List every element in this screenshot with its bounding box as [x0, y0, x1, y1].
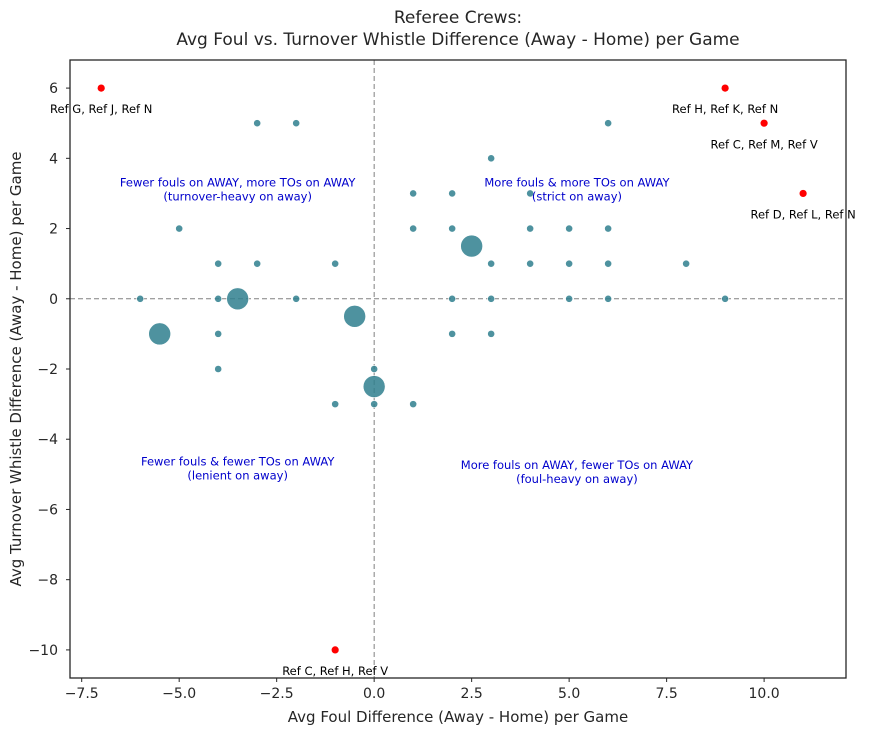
y-tick-label: −2: [37, 362, 58, 378]
data-point: [409, 189, 418, 198]
outlier-point: [331, 646, 339, 654]
quadrant-annotation-line2: (lenient on away): [187, 469, 288, 483]
data-point: [214, 329, 223, 338]
data-point: [604, 224, 613, 233]
outlier-point: [799, 189, 807, 198]
data-point: [343, 305, 366, 328]
data-point: [604, 294, 613, 303]
y-tick-label: 2: [49, 222, 58, 238]
data-point: [460, 234, 483, 258]
data-point: [409, 400, 418, 409]
data-point: [526, 224, 535, 233]
y-axis-label: Avg Turnover Whistle Difference (Away - …: [7, 151, 25, 586]
data-point: [214, 294, 223, 303]
x-tick-label: −2.5: [260, 686, 294, 702]
plot-area: −7.5 −5.0 −2.5 0.0 2.5 5.0 7.5 10.0 −10 −8 −6 −4 −2 0…: [28, 60, 856, 702]
y-tick-label: −8: [37, 573, 58, 589]
outlier-point: [97, 84, 105, 92]
x-tick-label: 10.0: [749, 686, 780, 702]
y-tick-label: 6: [49, 81, 58, 97]
y-tick-label: −6: [37, 502, 58, 518]
outlier-label: Ref C, Ref M, Ref V: [711, 137, 818, 151]
chart-title-line2: Avg Foul vs. Turnover Whistle Difference…: [176, 30, 739, 50]
data-point: [487, 329, 496, 338]
x-tick-label: 7.5: [655, 686, 677, 702]
data-point: [565, 224, 574, 233]
x-tick-label: 0.0: [363, 686, 385, 702]
data-point: [526, 259, 535, 268]
quadrant-annotation-line1: Fewer fouls on AWAY, more TOs on AWAY: [120, 175, 357, 189]
outlier-point: [721, 84, 729, 92]
data-point: [526, 189, 535, 198]
data-point: [214, 259, 223, 268]
y-tick-label: 0: [49, 292, 58, 308]
data-point: [175, 224, 184, 233]
y-tick-label: 4: [49, 151, 58, 167]
quadrant-annotation-line1: More fouls on AWAY, fewer TOs on AWAY: [461, 458, 694, 472]
data-point: [448, 224, 457, 233]
x-axis-label: Avg Foul Difference (Away - Home) per Ga…: [288, 708, 628, 726]
data-point: [409, 224, 418, 233]
data-point: [604, 259, 613, 268]
data-point: [487, 154, 496, 163]
data-point: [226, 287, 249, 311]
data-point: [448, 294, 457, 303]
quadrant-annotation-line2: (foul-heavy on away): [516, 472, 638, 486]
data-point: [362, 375, 386, 398]
x-tick-label: −5.0: [162, 686, 196, 702]
outlier-label: Ref H, Ref K, Ref N: [672, 102, 778, 116]
outlier-label: Ref D, Ref L, Ref N: [750, 208, 855, 222]
y-tick-label: −10: [28, 643, 58, 659]
data-point: [292, 294, 301, 303]
data-point: [448, 329, 457, 338]
outlier-label: Ref G, Ref J, Ref N: [50, 102, 152, 116]
x-tick-label: 2.5: [461, 686, 483, 702]
data-point: [487, 294, 496, 303]
chart-title-line1: Referee Crews:: [394, 8, 522, 28]
data-point: [136, 294, 145, 303]
data-point: [448, 189, 457, 198]
quadrant-annotation-line2: (turnover-heavy on away): [163, 189, 312, 203]
data-point: [253, 259, 262, 268]
data-point: [253, 119, 262, 128]
plot-frame: [69, 59, 847, 679]
data-point: [214, 365, 223, 373]
data-point: [292, 119, 301, 128]
quadrant-annotation-line1: More fouls & more TOs on AWAY: [484, 175, 670, 189]
quadrant-annotation-line1: Fewer fouls & fewer TOs on AWAY: [141, 455, 335, 469]
data-point: [721, 294, 730, 303]
data-point: [148, 322, 171, 346]
x-tick-label: 5.0: [558, 686, 580, 702]
data-point: [604, 119, 613, 128]
outlier-label: Ref C, Ref H, Ref V: [282, 664, 388, 678]
data-point: [565, 294, 574, 303]
outlier-point: [760, 119, 768, 127]
data-point: [331, 259, 340, 268]
quadrant-annotation-line2: (strict on away): [532, 189, 622, 203]
data-point: [370, 400, 379, 409]
data-point: [565, 259, 574, 268]
data-point: [331, 400, 340, 409]
x-tick-label: −7.5: [65, 686, 99, 702]
data-point: [487, 259, 496, 268]
y-tick-label: −4: [37, 432, 58, 448]
data-point: [682, 259, 691, 268]
data-point: [370, 365, 379, 373]
